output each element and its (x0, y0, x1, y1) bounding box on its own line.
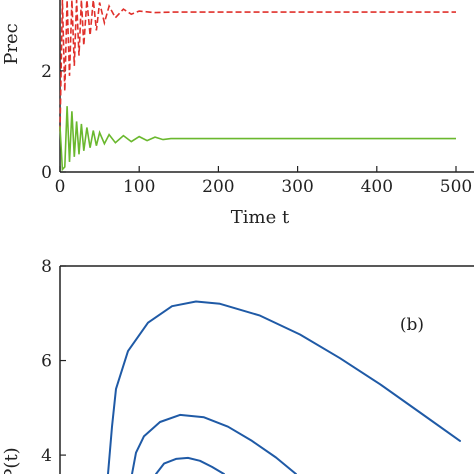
panel-a-xtick-label: 500 (440, 177, 472, 197)
panel-b-label: (b) (400, 315, 424, 335)
panel-a-ylabel: Prec (1, 23, 22, 64)
panel-a-xtick-label: 300 (281, 177, 313, 197)
panel-b-orbit-2 (155, 456, 225, 474)
panel-a-xtick-label: 100 (123, 177, 155, 197)
panel-a-series-1-line (59, 106, 456, 172)
panel-a-series-group (59, 0, 456, 172)
panel-a-ytick-label: 2 (41, 62, 52, 82)
panel-a-chart: Prec 0 100 200 300 400 500 0 2 Time t (1, 0, 474, 228)
panel-b-ytick-label: 8 (41, 257, 52, 277)
panel-a-ytick-label: 0 (41, 163, 52, 183)
panel-a-xlabel: Time t (231, 207, 290, 228)
panel-b-ylabel: P(t) (1, 447, 22, 474)
panel-b-orbit-0 (107, 300, 461, 474)
panel-a-xtick-label: 0 (55, 177, 66, 197)
panel-a-xtick-label: 400 (361, 177, 393, 197)
panel-a-xtick-group: 0 100 200 300 400 500 (55, 166, 472, 197)
panel-b-ytick-label: 6 (41, 352, 52, 372)
panel-a-series-0-line (59, 0, 456, 132)
panel-a-xtick-label: 200 (202, 177, 234, 197)
panel-b-ytick-group: 4 6 8 (41, 257, 66, 466)
panel-b-ytick-label: 4 (41, 446, 52, 466)
panel-b-orbit-1 (131, 413, 297, 474)
panel-b-series-group (107, 300, 461, 474)
panel-b-chart: P(t) (b) 4 6 8 (1, 257, 474, 474)
